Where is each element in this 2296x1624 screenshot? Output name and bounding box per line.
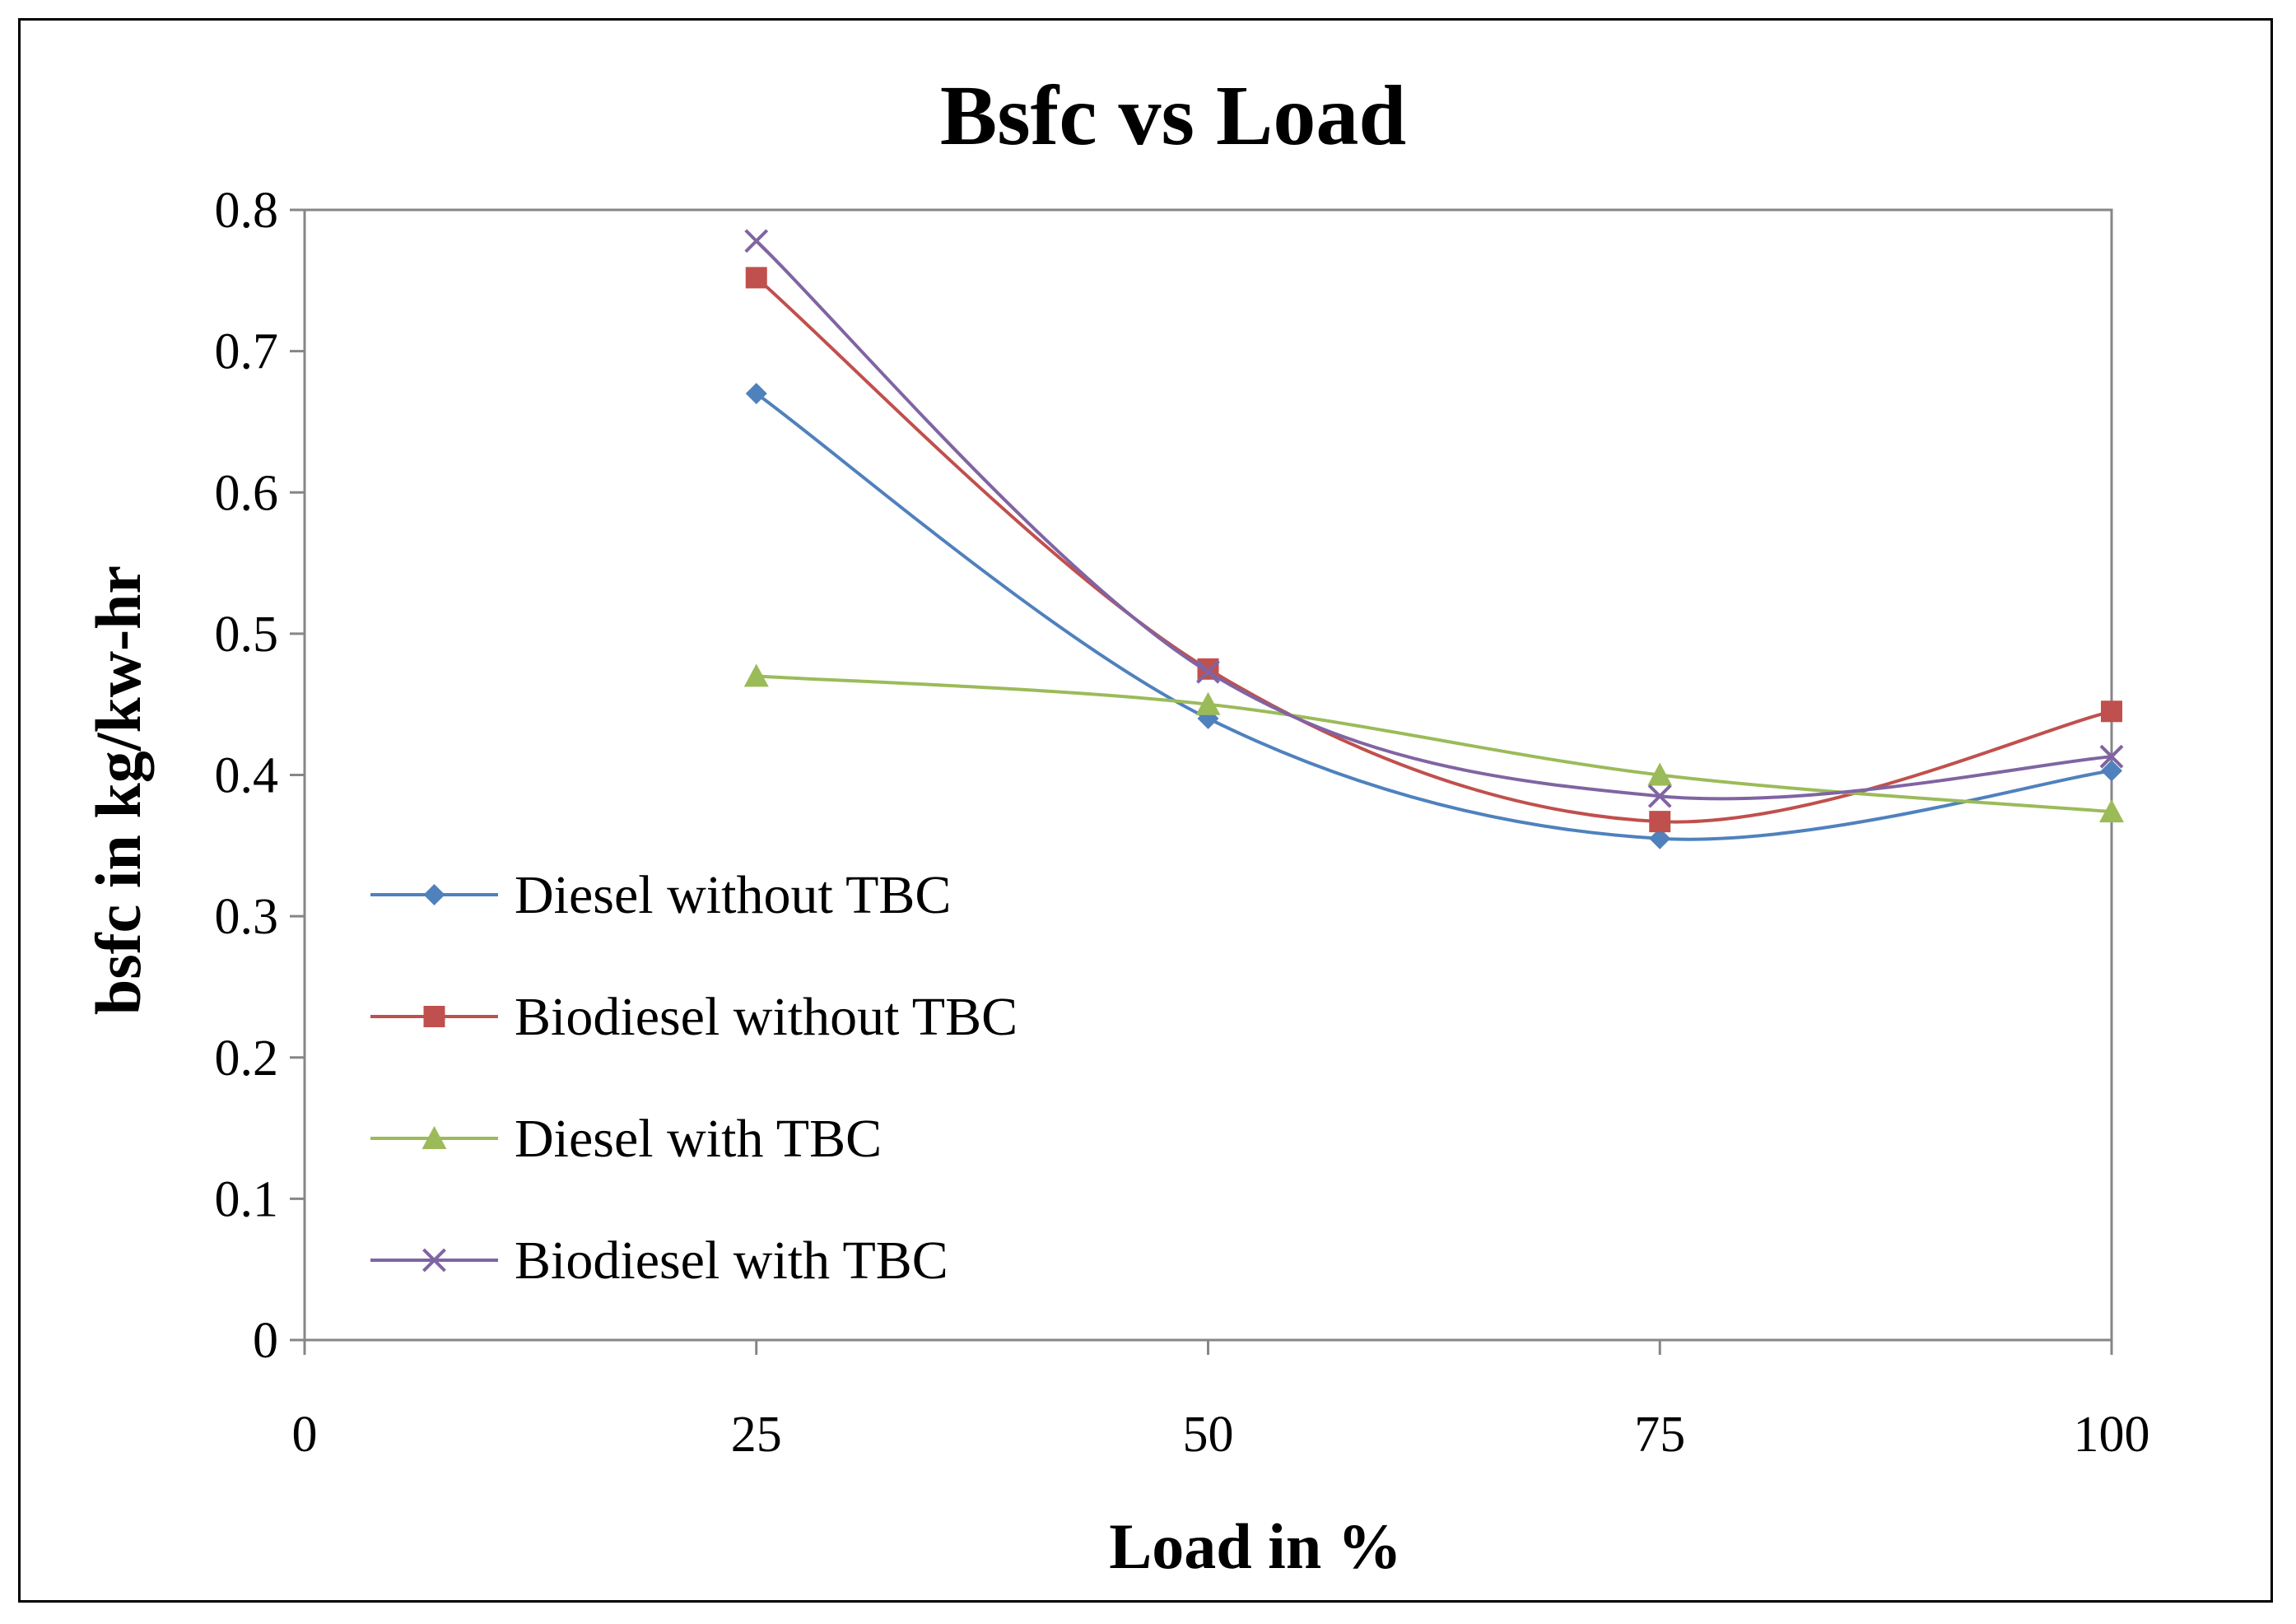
legend-item-3: Biodiesel with TBC <box>370 1231 948 1291</box>
y-tick-label: 0.2 <box>215 1031 279 1087</box>
data-point-square-marker <box>745 267 767 289</box>
series-3 <box>744 229 2124 808</box>
data-point-square-marker <box>2101 700 2122 723</box>
y-tick-label: 0.5 <box>215 607 279 663</box>
legend-item-2: Diesel with TBC <box>370 1109 882 1169</box>
legend-label: Biodiesel with TBC <box>515 1231 948 1291</box>
legend-item-0: Diesel without TBC <box>370 865 951 925</box>
legend-item-1: Biodiesel without TBC <box>370 987 1018 1047</box>
x-axis-label: Load in % <box>1109 1510 1401 1582</box>
x-tick-label: 100 <box>2074 1407 2150 1463</box>
legend-label: Diesel without TBC <box>515 865 951 925</box>
x-marker-stroke <box>1647 784 1672 808</box>
data-point-x-marker <box>1647 784 1672 808</box>
data-point-square-marker <box>1649 811 1671 833</box>
legend-square-marker <box>423 1006 445 1027</box>
series-2 <box>743 663 2124 823</box>
series-line-1 <box>755 276 2112 824</box>
x-tick-label: 50 <box>1183 1407 1234 1463</box>
axes: 0 0.1 0.2 0.3 0.4 0.5 0.6 0.7 0.8 0 25 50 75 100 <box>215 183 2150 1463</box>
data-point-x-marker <box>744 229 769 254</box>
series-1 <box>745 267 2122 833</box>
legend-label: Diesel with TBC <box>515 1109 882 1169</box>
data-point-triangle-marker <box>2099 799 2124 823</box>
y-tick-label: 0.3 <box>215 889 279 945</box>
data-point-triangle-marker <box>743 663 769 687</box>
legend-x-marker <box>422 1248 446 1273</box>
y-tick-label: 0.7 <box>215 324 279 380</box>
data-point-triangle-marker <box>1647 762 1673 786</box>
y-tick-label: 0.6 <box>215 465 279 521</box>
chart-title: Bsfc vs Load <box>940 68 1406 163</box>
plot-area-border <box>303 208 2113 1342</box>
y-tick-label: 0.8 <box>215 183 279 239</box>
series-line-2 <box>756 674 2112 814</box>
data-point-x-marker <box>1196 659 1220 684</box>
series-line-0 <box>755 392 2112 841</box>
x-marker-stroke <box>422 1248 446 1273</box>
y-tick-label: 0.1 <box>215 1171 279 1227</box>
x-tick-label: 0 <box>292 1407 318 1463</box>
legend-diamond-marker <box>423 884 445 905</box>
legend-triangle-marker <box>421 1126 447 1149</box>
x-tick-label: 25 <box>731 1407 782 1463</box>
data-point-triangle-marker <box>1195 691 1221 715</box>
data-point-x-marker <box>2099 744 2124 769</box>
x-marker-stroke <box>1196 659 1220 684</box>
legend-label: Biodiesel without TBC <box>515 987 1018 1047</box>
y-tick-label: 0 <box>253 1313 278 1369</box>
x-marker-stroke <box>744 229 769 254</box>
chart-frame: Bsfc vs Load bsfc in kg/kw-hr Load in % … <box>18 18 2273 1603</box>
y-tick-label: 0.4 <box>215 748 279 804</box>
series-layer <box>743 229 2124 849</box>
x-tick-label: 75 <box>1634 1407 1685 1463</box>
y-axis-label: bsfc in kg/kw-hr <box>82 565 154 1015</box>
series-0 <box>745 383 2122 849</box>
data-point-diamond-marker <box>1649 827 1671 849</box>
data-point-diamond-marker <box>745 383 767 405</box>
data-point-diamond-marker <box>2101 760 2122 782</box>
bsfc-line-chart: Bsfc vs Load bsfc in kg/kw-hr Load in % … <box>82 68 2150 1582</box>
x-marker-stroke <box>2099 744 2124 769</box>
series-line-3 <box>755 240 2112 801</box>
legend: Diesel without TBC Biodiesel without TBC D… <box>370 865 1018 1291</box>
